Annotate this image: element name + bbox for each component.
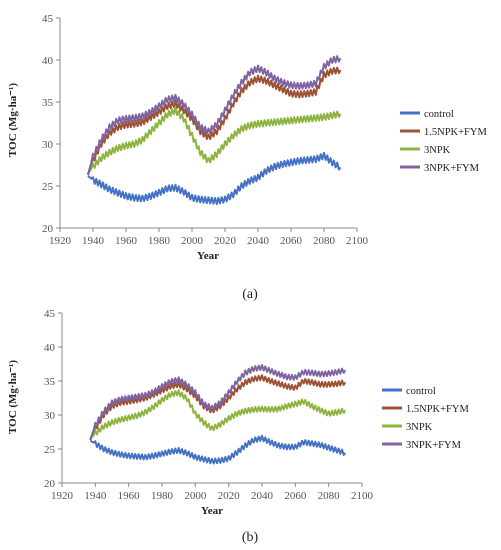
y-tick-label: 45 xyxy=(42,13,54,25)
series-lines-b xyxy=(89,364,347,465)
legend-label: 1.5NPK+FYM xyxy=(424,127,487,138)
chart-panel-b: 20 25 30 35 40 45 1920 1940 1960 1980 2000 2020 2040… xyxy=(7,308,469,545)
axes-a: 20 25 30 35 40 45 1920 1940 1960 1980 2000 2020 2040… xyxy=(42,13,369,247)
legend-label: control xyxy=(406,386,436,397)
legend-label: 3NPK xyxy=(406,422,433,433)
x-tick-label: 2100 xyxy=(346,235,369,247)
series-line-3npk xyxy=(87,106,342,175)
x-tick-label: 1940 xyxy=(84,490,107,502)
series-line-3npk-fym xyxy=(89,364,347,440)
y-tick-label: 25 xyxy=(44,444,56,456)
panel-label-a: (a) xyxy=(242,287,258,302)
x-tick-label: 1920 xyxy=(49,235,72,247)
x-tick-label: 1960 xyxy=(118,490,141,502)
y-tick-label: 40 xyxy=(42,55,54,67)
axes-b: 20 25 30 35 40 45 1920 1940 1960 1980 2000 2020 2040… xyxy=(44,308,374,502)
x-tick-label: 2040 xyxy=(251,490,274,502)
y-tick-label: 30 xyxy=(44,410,56,422)
legend-label: 3NPK+FYM xyxy=(406,440,462,451)
x-tick-label: 1920 xyxy=(51,490,74,502)
x-tick-label: 2020 xyxy=(214,235,237,247)
x-tick-label: 1980 xyxy=(151,490,174,502)
y-tick-label: 45 xyxy=(44,308,56,320)
series-line-control xyxy=(89,434,347,465)
series-line-1-5npk-fym xyxy=(87,66,342,176)
x-axis-title-a: Year xyxy=(197,250,219,262)
x-tick-label: 2080 xyxy=(318,490,341,502)
x-tick-label: 2080 xyxy=(313,235,336,247)
series-line-3npk-fym xyxy=(87,55,342,175)
legend-b: control 1.5NPK+FYM 3NPK 3NPK+FYM xyxy=(382,386,469,451)
x-tick-label: 2040 xyxy=(247,235,270,247)
x-tick-label: 1940 xyxy=(82,235,105,247)
x-tick-label: 2020 xyxy=(218,490,241,502)
y-tick-label: 25 xyxy=(42,181,54,193)
x-tick-label: 2000 xyxy=(181,235,204,247)
y-tick-label: 35 xyxy=(44,376,56,388)
y-axis-title-b: TOC (Mg·ha⁻¹) xyxy=(7,360,19,434)
y-tick-label: 20 xyxy=(42,223,54,235)
x-tick-label: 2100 xyxy=(351,490,374,502)
x-tick-label: 2060 xyxy=(284,490,307,502)
y-tick-label: 40 xyxy=(44,342,56,354)
series-lines-a xyxy=(87,55,342,206)
legend-label: 3NPK xyxy=(424,145,451,156)
x-tick-label: 2000 xyxy=(184,490,207,502)
x-tick-label: 1960 xyxy=(115,235,138,247)
legend-label: control xyxy=(424,109,454,120)
x-tick-label: 2060 xyxy=(280,235,303,247)
panel-label-b: (b) xyxy=(242,530,259,545)
y-axis-title-a: TOC (Mg·ha⁻¹) xyxy=(7,83,19,157)
series-line-3npk xyxy=(89,389,347,440)
series-line-control xyxy=(87,151,342,206)
legend-label: 1.5NPK+FYM xyxy=(406,404,469,415)
legend-a: control 1.5NPK+FYM 3NPK 3NPK+FYM xyxy=(400,109,487,174)
chart-panel-a: 20 25 30 35 40 45 1920 1940 1960 1980 2000 2020 2040… xyxy=(7,13,487,302)
y-tick-label: 20 xyxy=(44,478,56,490)
legend-label: 3NPK+FYM xyxy=(424,163,480,174)
y-tick-label: 35 xyxy=(42,97,54,109)
x-tick-label: 1980 xyxy=(148,235,171,247)
x-axis-title-b: Year xyxy=(201,505,223,517)
y-tick-label: 30 xyxy=(42,139,54,151)
